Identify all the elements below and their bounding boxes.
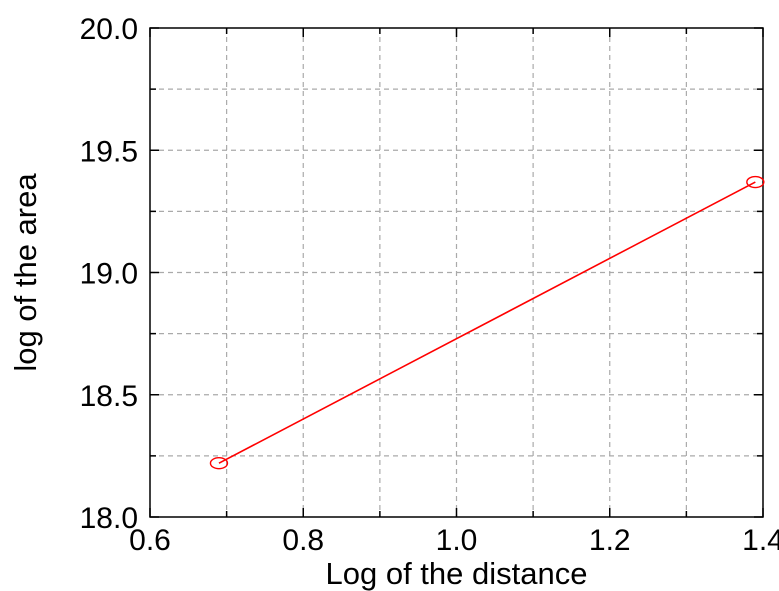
y-tick-label: 19.5 bbox=[80, 135, 138, 168]
y-tick-label: 20.0 bbox=[80, 13, 138, 46]
y-axis-label: log of the area bbox=[8, 173, 43, 372]
data-point bbox=[209, 457, 229, 470]
tick-labels: 0.6 0.8 1.0 1.2 1.4 18.0 18.5 19.0 19.5 20.0 bbox=[80, 13, 779, 557]
y-tick-label: 18.0 bbox=[80, 502, 138, 535]
y-tick-label: 19.0 bbox=[80, 258, 138, 291]
x-tick-label: 0.6 bbox=[129, 524, 171, 557]
y-tick-label: 18.5 bbox=[80, 380, 138, 413]
series-line bbox=[218, 181, 756, 464]
x-axis-label: Log of the distance bbox=[326, 556, 588, 591]
ticks bbox=[149, 27, 764, 518]
x-tick-label: 1.2 bbox=[589, 524, 631, 557]
series bbox=[209, 175, 765, 470]
x-tick-label: 1.0 bbox=[436, 524, 478, 557]
data-point bbox=[746, 175, 765, 189]
x-tick-label: 0.8 bbox=[282, 524, 324, 557]
x-tick-label: 1.4 bbox=[742, 524, 779, 557]
grid bbox=[150, 28, 763, 517]
